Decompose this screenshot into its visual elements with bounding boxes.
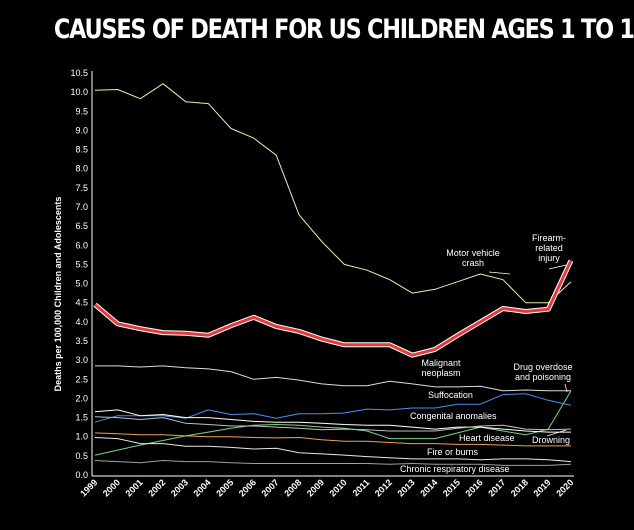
series-label-drug-overdose-and-poisoning: Drug overdose and poisoning — [513, 362, 572, 382]
series-line-drug-overdose-and-poisoning — [94, 390, 572, 456]
series-line-suffocation — [94, 393, 572, 423]
y-tick-label: 8.0 — [75, 164, 88, 174]
label-pointer — [546, 429, 567, 437]
y-tick-label: 5.5 — [75, 259, 88, 269]
x-tick-label: 2007 — [260, 477, 281, 498]
x-tick-label: 2004 — [192, 477, 213, 498]
y-tick-label: 6.5 — [75, 221, 88, 231]
y-tick-label: 2.0 — [75, 393, 88, 403]
series-line-firearm-related-injury — [94, 259, 573, 357]
series-label-motor-vehicle-crash: Motor vehicle crash — [446, 248, 500, 268]
y-tick-label: 0.5 — [75, 451, 88, 461]
x-tick-label: 2015 — [441, 477, 462, 498]
y-tick-label: 10.5 — [70, 68, 88, 78]
series-label-fire-or-burns: Fire or burns — [427, 447, 479, 457]
x-tick-label: 2005 — [214, 477, 235, 498]
series-line-congenital-anomalies — [94, 409, 571, 433]
series-line-fire-or-burns — [94, 437, 572, 463]
x-tick-label: 2018 — [509, 477, 530, 498]
y-tick-label: 0.0 — [75, 470, 88, 480]
x-tick-label: 2011 — [351, 477, 372, 498]
x-tick-label: 2000 — [101, 477, 122, 498]
label-pointer — [548, 264, 567, 270]
x-tick-label: 1999 — [78, 477, 99, 498]
x-tick-label: 2020 — [554, 477, 575, 498]
y-tick-label: 6.0 — [75, 240, 88, 250]
x-tick-label: 2009 — [305, 477, 326, 498]
y-tick-label: 4.0 — [75, 317, 88, 327]
y-tick-label: 7.5 — [75, 183, 88, 193]
series-line-motor-vehicle-crash — [94, 83, 572, 304]
y-tick-label: 7.0 — [75, 202, 88, 212]
y-tick-label: 4.5 — [75, 298, 88, 308]
chart-title: CAUSES OF DEATH FOR US CHILDREN AGES 1 T… — [53, 14, 634, 45]
y-axis-label: Deaths per 100,000 Children and Adolesce… — [53, 197, 63, 392]
series-line-malignant-neoplasm — [95, 365, 571, 392]
x-tick-label: 2008 — [282, 477, 303, 498]
series-line-chronic-respiratory-disease — [94, 460, 572, 466]
series-lines — [93, 83, 574, 466]
x-tick-label: 2002 — [146, 477, 167, 498]
y-tick-label: 8.5 — [75, 145, 88, 155]
x-tick-label: 2001 — [124, 477, 145, 498]
x-tick-label: 2012 — [373, 477, 394, 498]
y-tick-label: 3.5 — [75, 336, 88, 346]
y-tick-label: 9.5 — [75, 106, 88, 116]
series-line-heart-disease — [94, 432, 571, 447]
series-label-congenital-anomalies: Congenital anomalies — [410, 411, 497, 421]
series-label-chronic-respiratory-disease: Chronic respiratory disease — [400, 464, 510, 474]
series-label-heart-disease: Heart disease — [459, 433, 515, 443]
x-tick-label: 2019 — [532, 477, 553, 498]
y-tick-label: 2.5 — [75, 374, 88, 384]
y-tick-label: 3.0 — [75, 355, 88, 365]
label-pointer — [564, 383, 568, 393]
y-tick-label: 1.0 — [75, 432, 88, 442]
series-label-drowning: Drowning — [532, 435, 570, 445]
x-tick-label: 2013 — [396, 477, 417, 498]
x-tick-label: 2006 — [237, 477, 258, 498]
label-pointer — [488, 271, 511, 275]
series-line-drowning — [94, 416, 572, 432]
x-tick-label: 2016 — [464, 477, 485, 498]
series-label-suffocation: Suffocation — [428, 390, 473, 400]
y-tick-label: 5.0 — [75, 279, 88, 289]
y-tick-label: 1.5 — [75, 413, 88, 423]
series-label-firearm-related-injury: Firearm-related injury — [532, 233, 566, 263]
series-label-malignant-neoplasm: Malignant neoplasm — [421, 358, 461, 378]
y-tick-label: 9.0 — [75, 125, 88, 135]
x-tick-label: 2017 — [486, 477, 507, 498]
x-tick-label: 2014 — [418, 477, 439, 498]
series-labels: Motor vehicle crash Firearm-related injury M… — [400, 233, 573, 474]
y-tick-label: 10.0 — [70, 87, 88, 97]
x-tick-label: 2010 — [328, 477, 349, 498]
x-tick-label: 2003 — [169, 477, 190, 498]
